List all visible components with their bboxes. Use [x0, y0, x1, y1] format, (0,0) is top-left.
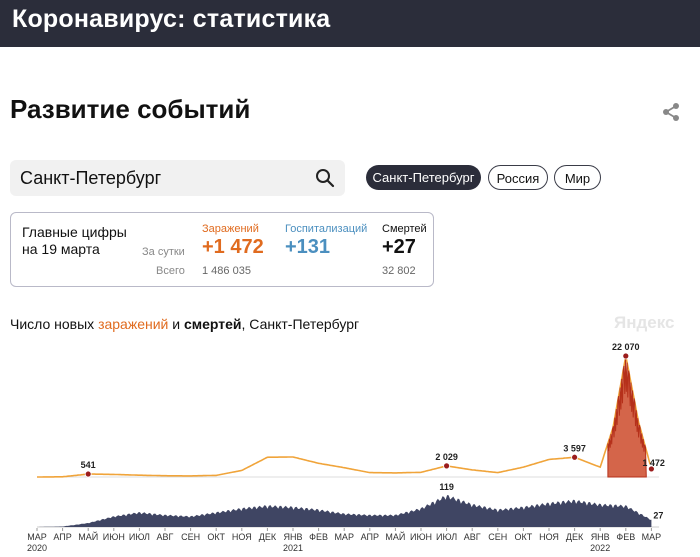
month-label-22: ЯНВ [591, 532, 610, 542]
infections-today: +1 472 [202, 236, 264, 258]
region-tab-spb[interactable]: Санкт-Петербург [366, 165, 481, 190]
deaths-total: 32 802 [382, 265, 416, 277]
infections-label-1: 2 029 [435, 452, 458, 462]
share-icon[interactable] [660, 101, 682, 123]
per-day-label: За сутки [142, 246, 185, 258]
infections-point-0 [84, 470, 92, 478]
month-label-1: АПР [53, 532, 71, 542]
cases-deaths-chart[interactable]: 541 2 029 3 597 22 070 1 472 119 27 МАР АПР МАЙ ИЮ… [0, 330, 700, 557]
month-label-6: СЕН [181, 532, 200, 542]
year-label-1: 2021 [283, 543, 303, 553]
month-label-17: АВГ [464, 532, 481, 542]
month-label-21: ДЕК [566, 532, 584, 542]
section-title: Развитие событий [10, 94, 251, 124]
infections-line [37, 355, 651, 478]
infections-label-3: 22 070 [612, 342, 640, 352]
month-label-3: ИЮН [103, 532, 125, 542]
deaths-label-1: 27 [653, 511, 663, 521]
yandex-watermark: Яндекс [614, 313, 675, 332]
chart-title-and: и [168, 316, 184, 332]
infections-point-3 [622, 352, 630, 360]
chart-title: Число новых заражений и смертей, Санкт-П… [10, 316, 359, 332]
month-label-8: НОЯ [232, 532, 252, 542]
month-label-24: МАР [642, 532, 662, 542]
infections-total: 1 486 035 [202, 265, 251, 277]
infections-label-4: 1 472 [642, 458, 665, 468]
month-label-5: АВГ [157, 532, 174, 542]
chart-title-suffix: , Санкт-Петербург [241, 316, 360, 332]
month-label-18: СЕН [488, 532, 507, 542]
hospitalizations-today: +131 [285, 236, 331, 258]
month-label-9: ДЕК [259, 532, 277, 542]
infections-label: Заражений [202, 223, 259, 235]
chart-title-deaths: смертей [183, 316, 242, 332]
month-label-20: НОЯ [539, 532, 559, 542]
search-icon[interactable] [315, 168, 335, 188]
infections-label-0: 541 [81, 460, 96, 470]
month-label-23: ФЕВ [616, 532, 635, 542]
infections-peak-area [607, 357, 647, 478]
year-label-0: 2020 [27, 543, 47, 553]
top-bar: Коронавирус: статистика [0, 0, 700, 47]
month-label-15: ИЮН [410, 532, 432, 542]
total-label: Всего [156, 265, 185, 277]
month-label-13: АПР [361, 532, 379, 542]
month-label-11: ФЕВ [309, 532, 328, 542]
region-tab-world[interactable]: Мир [554, 165, 601, 190]
month-label-7: ОКТ [207, 532, 225, 542]
region-tab-russia[interactable]: Россия [488, 165, 548, 190]
chart-title-prefix: Число новых [10, 316, 99, 332]
month-label-2: МАЙ [78, 531, 98, 542]
deaths-label: Смертей [382, 223, 427, 235]
month-label-14: МАЙ [385, 531, 405, 542]
summary-title-line2: на 19 марта [22, 241, 100, 257]
hospitalizations-label: Госпитализаций [285, 223, 368, 235]
search-input[interactable]: Санкт-Петербург [20, 168, 162, 188]
infections-point-4 [648, 465, 655, 473]
year-label-2: 2022 [590, 543, 610, 553]
deaths-today: +27 [382, 236, 416, 258]
month-label-4: ИЮЛ [129, 532, 150, 542]
month-label-16: ИЮЛ [436, 532, 457, 542]
infections-point-2 [571, 453, 578, 461]
deaths-area [37, 495, 652, 527]
month-label-12: МАР [334, 532, 354, 542]
month-label-0: МАР [27, 532, 47, 542]
month-label-10: ЯНВ [283, 532, 302, 542]
month-label-19: ОКТ [515, 532, 533, 542]
infections-point-1 [443, 462, 451, 470]
summary-title-line1: Главные цифры [22, 224, 127, 240]
app-title: Коронавирус: статистика [12, 5, 331, 33]
chart-title-infections: заражений [98, 316, 169, 332]
summary-card: Главные цифры на 19 марта За сутки Всего… [10, 212, 434, 287]
infections-label-2: 3 597 [563, 443, 586, 453]
deaths-label-0: 119 [439, 482, 454, 492]
region-search[interactable]: Санкт-Петербург [10, 160, 345, 196]
